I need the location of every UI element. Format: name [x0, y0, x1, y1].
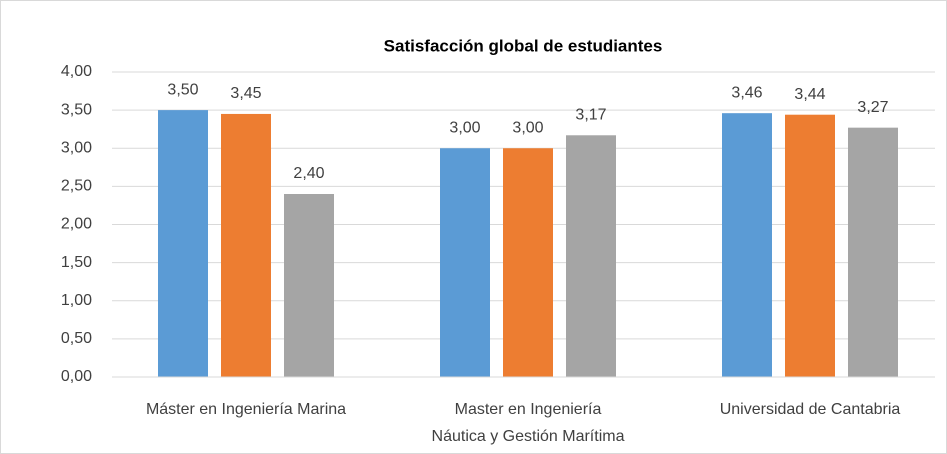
x-tick-label: Máster en Ingeniería Marina: [145, 401, 347, 418]
data-label: 3,17: [575, 107, 606, 124]
data-label: 3,50: [167, 81, 198, 98]
bar: [221, 113, 271, 377]
x-tick-label-box: Universidad de Cantabria: [719, 401, 901, 418]
y-tick-label: 1,00: [61, 292, 92, 309]
x-tick-label-box: Master en Ingeniería Náutica y Gestión M…: [431, 401, 625, 445]
data-label: 3,44: [794, 86, 825, 103]
y-tick-label: 0,50: [61, 330, 92, 347]
bar: [722, 113, 772, 378]
x-tick-label: Universidad de Cantabria: [719, 401, 901, 418]
y-tick-label: 3,50: [61, 101, 92, 118]
bar: [158, 110, 208, 377]
x-tick-label-box: Máster en Ingeniería Marina: [145, 401, 347, 418]
y-tick-label: 3,00: [61, 139, 92, 156]
data-label: 3,45: [230, 85, 261, 102]
data-label: 3,00: [449, 119, 480, 136]
y-tick-label: 2,00: [61, 216, 92, 233]
bar: [440, 148, 490, 377]
bar: [566, 135, 616, 377]
data-label: 3,00: [512, 119, 543, 136]
y-tick-label: 4,00: [61, 63, 92, 80]
data-label: 2,40: [293, 165, 324, 182]
bar: [785, 114, 835, 377]
bar: [848, 127, 898, 377]
bar: [284, 194, 334, 377]
y-tick-label: 0,00: [61, 368, 92, 385]
bar: [503, 148, 553, 377]
data-label: 3,27: [857, 99, 888, 116]
data-label: 3,46: [731, 84, 762, 101]
x-tick-label: Master en Ingeniería Náutica y Gestión M…: [431, 401, 625, 445]
chart-title: Satisfacción global de estudiantes: [384, 36, 663, 55]
y-tick-label: 2,50: [61, 178, 92, 195]
y-tick-label: 1,50: [61, 254, 92, 271]
